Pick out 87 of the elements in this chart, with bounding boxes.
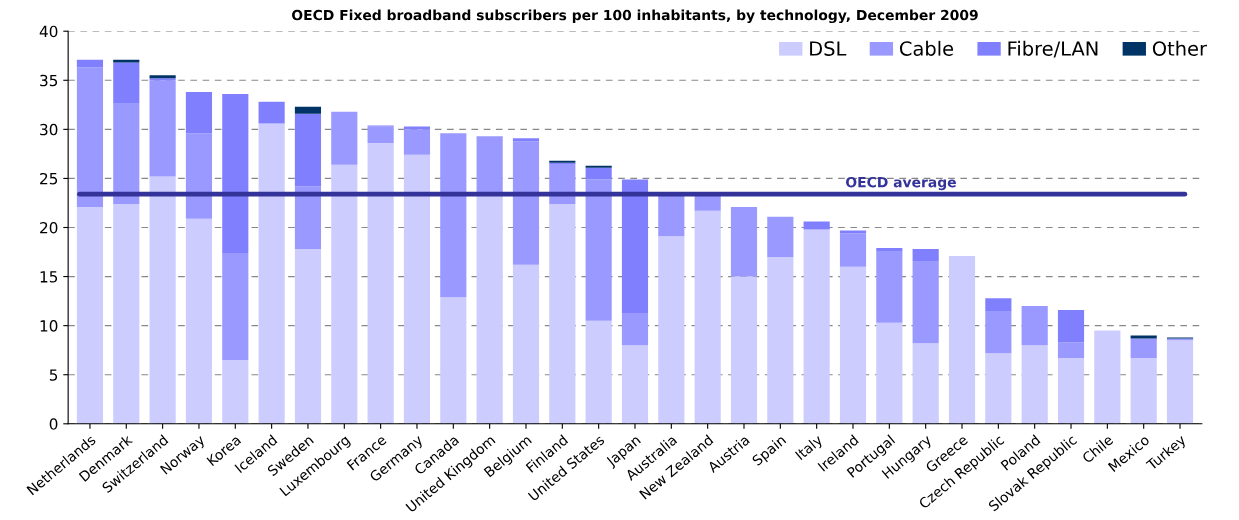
bar [185, 92, 213, 134]
y-tick-label: 15 [40, 271, 58, 283]
bar [294, 106, 322, 114]
bar [113, 203, 140, 424]
bar [876, 322, 903, 424]
ref-line-label: OECD average [846, 176, 956, 191]
bar [585, 320, 612, 424]
bar [767, 216, 794, 257]
bar [730, 206, 758, 277]
bar [1130, 358, 1157, 424]
bar [512, 138, 540, 142]
bar [113, 103, 140, 204]
bar [331, 164, 358, 424]
chart-title: OECD Fixed broadband subscribers per 100 inhabitants, by technology, December 2009 [292, 9, 978, 24]
y-tick-label: 5 [49, 369, 58, 381]
bar [403, 154, 431, 424]
bar [658, 236, 685, 424]
y-tick-label: 35 [40, 74, 58, 87]
bar [222, 360, 249, 424]
bar [258, 123, 285, 424]
bar [403, 126, 431, 130]
bar [912, 343, 939, 424]
bar [185, 133, 213, 219]
bar [1130, 335, 1157, 339]
bar [694, 210, 721, 424]
legend-label: DSL [810, 41, 847, 56]
bar [1057, 358, 1085, 424]
bar [113, 62, 140, 104]
bar [403, 129, 431, 155]
bar [149, 176, 176, 424]
legend-label: Cable [899, 40, 954, 56]
bar [839, 266, 867, 424]
bar [331, 111, 358, 165]
bar [621, 345, 649, 424]
bar [258, 101, 285, 124]
bar [912, 249, 939, 262]
bar [113, 59, 140, 63]
bar [294, 249, 322, 424]
bar [76, 206, 104, 424]
bar [440, 297, 467, 424]
bar [512, 141, 540, 265]
bar [658, 195, 685, 237]
bar [185, 218, 213, 424]
bar [149, 80, 176, 177]
bar [985, 310, 1012, 354]
bar [876, 248, 903, 252]
bar [803, 229, 830, 424]
bar [1057, 342, 1085, 359]
bar [1094, 330, 1121, 424]
bar [839, 233, 867, 267]
bar [1166, 340, 1194, 424]
y-tick-label: 20 [40, 221, 58, 234]
bar [585, 179, 612, 321]
bar [1021, 345, 1048, 424]
y-tick-label: 10 [40, 320, 58, 332]
bar [76, 67, 104, 207]
bar [367, 126, 394, 144]
legend-label: Other [1152, 40, 1207, 56]
bar [440, 133, 467, 298]
bar [730, 276, 758, 424]
y-tick-label: 0 [49, 418, 58, 430]
bar [985, 298, 1012, 311]
bar [839, 230, 867, 234]
bar [912, 261, 939, 344]
bar [76, 59, 104, 68]
bar [294, 186, 322, 250]
bar [222, 94, 249, 254]
bar [549, 203, 576, 424]
bar [585, 167, 612, 180]
bar [621, 179, 649, 314]
bar [985, 353, 1012, 424]
bar [294, 113, 322, 187]
y-tick-label: 30 [40, 123, 58, 136]
bar [876, 251, 903, 323]
bar [767, 256, 794, 424]
bar [367, 143, 394, 424]
bar [222, 253, 249, 360]
bar [1021, 306, 1048, 346]
bar [1130, 338, 1157, 359]
y-tick-label: 40 [39, 25, 58, 38]
legend-label: Fibre/LAN [1008, 40, 1098, 58]
bar [948, 255, 976, 424]
bar [476, 196, 503, 424]
bar [512, 264, 540, 424]
bar [621, 313, 649, 346]
y-tick-label: 25 [40, 172, 58, 185]
bar [1057, 309, 1085, 343]
